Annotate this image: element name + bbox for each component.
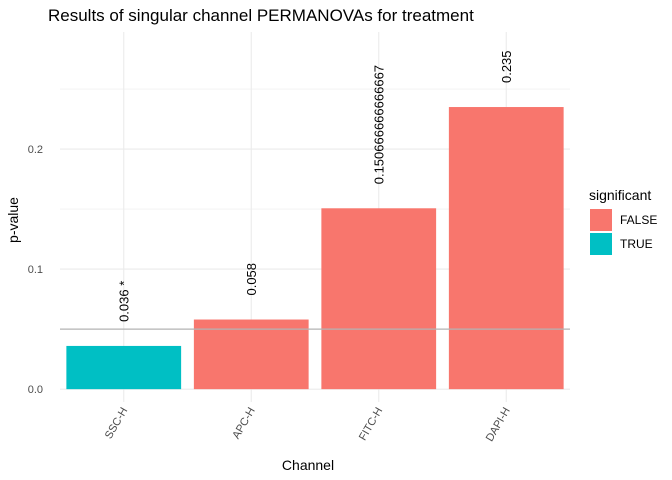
y-axis-ticks: 0.0 0.1 0.2 <box>28 144 43 396</box>
legend-label: FALSE <box>620 213 657 227</box>
bar-ssc-h <box>66 345 182 390</box>
x-axis-ticks: SSC-H APC-H FITC-H DAPI-H <box>103 405 513 443</box>
x-axis-title: Channel <box>282 457 334 473</box>
y-tick-label: 0.0 <box>28 384 43 396</box>
bar-dapi-h <box>448 107 564 390</box>
legend-label: TRUE <box>620 237 653 251</box>
bar-value-label: 0.235 <box>499 50 514 83</box>
x-tick-label: SSC-H <box>103 405 131 441</box>
bar-labels: 0.036 * 0.058 0.150666666666667 0.235 <box>116 50 514 321</box>
x-tick-label: APC-H <box>230 405 258 441</box>
y-axis-title: p-value <box>5 197 21 243</box>
bar-value-label: 0.150666666666667 <box>371 65 386 184</box>
bar-value-label: 0.036 * <box>116 281 131 322</box>
y-tick-label: 0.2 <box>28 144 43 156</box>
bar-fitc-h <box>321 208 437 390</box>
x-tick-label: DAPI-H <box>484 405 513 443</box>
bar-value-label: 0.058 <box>244 263 259 296</box>
y-tick-label: 0.1 <box>28 264 43 276</box>
x-tick-label: FITC-H <box>357 405 385 442</box>
bar-apc-h <box>193 319 309 390</box>
legend-key-true <box>590 233 612 255</box>
bars <box>66 107 564 390</box>
legend: significant FALSE TRUE <box>589 187 657 255</box>
legend-key-false <box>590 209 612 231</box>
legend-title: significant <box>589 187 651 203</box>
chart-title: Results of singular channel PERMANOVAs f… <box>48 6 474 25</box>
